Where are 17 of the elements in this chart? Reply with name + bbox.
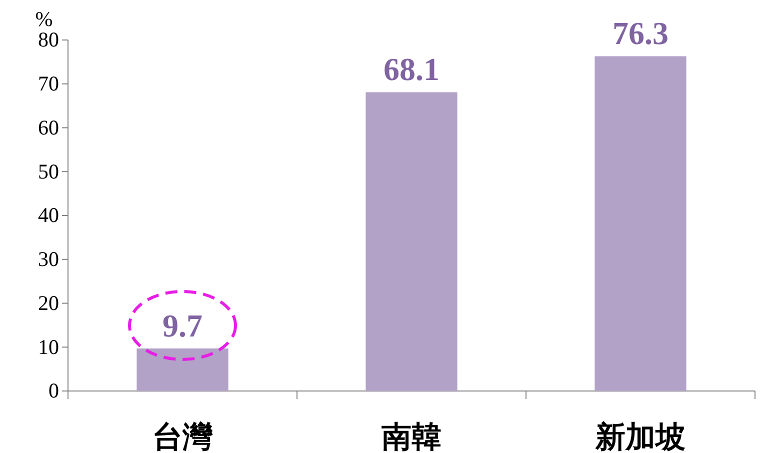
data-label: 68.1 — [384, 51, 440, 88]
bar — [594, 56, 686, 391]
y-tick-label: 0 — [48, 378, 59, 403]
bar — [366, 92, 458, 391]
y-tick-label: 60 — [38, 115, 59, 140]
y-tick-label: 40 — [38, 203, 59, 228]
data-label: 9.7 — [162, 307, 202, 344]
y-tick-label: 10 — [38, 334, 59, 359]
bar — [136, 348, 228, 391]
y-tick-label: 30 — [38, 247, 59, 272]
data-label: 76.3 — [612, 15, 668, 52]
x-tick-label: 台灣 — [152, 420, 214, 453]
x-tick-label: 新加坡 — [594, 420, 686, 453]
y-tick-label: 50 — [38, 159, 59, 184]
y-tick-label: 20 — [38, 290, 59, 315]
x-tick-label: 南韓 — [382, 420, 442, 453]
y-tick-label: 70 — [38, 72, 59, 96]
